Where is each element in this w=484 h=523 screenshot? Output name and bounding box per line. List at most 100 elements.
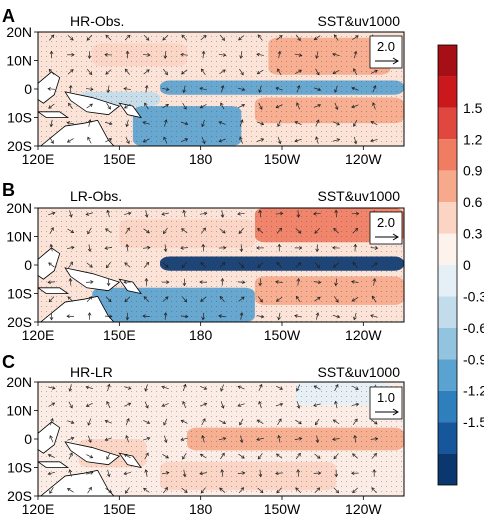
wind-vector [163, 119, 168, 127]
wind-vector [220, 102, 225, 110]
wind-vector [276, 487, 282, 494]
wind-vector [332, 52, 340, 57]
wind-vector [181, 296, 188, 303]
wind-vector [332, 121, 340, 126]
wind-vector [199, 211, 208, 216]
land-coastline [38, 421, 142, 496]
reference-arrow [375, 57, 399, 65]
wind-vector [199, 86, 207, 91]
wind-vector [295, 487, 302, 493]
wind-vector [334, 384, 339, 391]
wind-vector [50, 417, 54, 426]
wind-vector [277, 434, 281, 443]
wind-vector [256, 69, 264, 75]
wind-vector [370, 138, 378, 143]
wind-vector [162, 262, 169, 268]
wind-vector [104, 246, 113, 250]
wind-vector [315, 244, 320, 253]
wind-vector [353, 434, 357, 443]
colorbar-tick-label: 0.9 [463, 163, 483, 179]
wind-vector [372, 295, 377, 303]
wind-vector [180, 419, 188, 424]
colorbar-cell [438, 170, 457, 203]
wind-vector [351, 471, 359, 476]
x-tick-label: 180 [189, 151, 213, 167]
wind-vector [124, 386, 132, 390]
plot-area [38, 208, 404, 322]
x-tick-label: 120W [345, 327, 382, 343]
wind-vector [275, 385, 284, 390]
colorbar-cells [438, 45, 457, 485]
landmass [38, 461, 70, 468]
wind-vector [334, 85, 338, 93]
wind-vector [296, 401, 301, 409]
wind-vector [87, 136, 92, 144]
wind-vector [125, 435, 129, 443]
x-tick-label: 150E [103, 151, 136, 167]
wind-vector [333, 487, 340, 494]
wind-vector [275, 86, 283, 91]
wind-vector [333, 453, 339, 460]
wind-vector [67, 35, 74, 41]
wind-vector [276, 261, 282, 268]
panel-title: HR-Obs. [70, 13, 124, 29]
wind-vector [85, 280, 94, 284]
wind-vector [352, 227, 359, 234]
wind-vector [352, 418, 358, 425]
panel-subtitle: SST&uv1000 [318, 364, 401, 380]
wind-vector [294, 314, 302, 318]
wind-vector [162, 227, 168, 235]
wind-vector [106, 469, 111, 478]
colorbar-tick-label: -1.5 [463, 414, 484, 430]
wind-vector [48, 402, 56, 407]
wind-vector [68, 401, 73, 409]
x-tick-label: 180 [189, 501, 213, 517]
wind-vector [181, 69, 188, 75]
wind-vector [296, 384, 301, 392]
wind-vector [67, 296, 74, 302]
wind-vector [334, 469, 339, 478]
wind-vector [351, 402, 360, 407]
wind-vector [182, 102, 187, 110]
reference-vector-label: 1.0 [377, 390, 395, 405]
wind-vector [85, 212, 93, 216]
reference-vector-box [369, 386, 403, 420]
colorbar: 1.5 1.2 0.9 0.6 0.3 0 -0.3 -0.6 -0.9 -1.2 -1.5 [437, 44, 484, 486]
wind-vectors [47, 34, 379, 145]
colorbar-cell [438, 296, 457, 328]
reference-vector-label: 2.0 [377, 215, 395, 230]
colorbar-tick-label: 0.3 [463, 226, 483, 242]
wind-vector [85, 402, 93, 407]
wind-vector [49, 50, 54, 59]
wind-vector [68, 102, 73, 110]
wind-vector [125, 243, 130, 252]
wind-vector [314, 453, 321, 459]
wind-vector [372, 102, 376, 110]
colorbar-tick-label: -1.2 [463, 383, 484, 399]
wind-vector [104, 52, 112, 57]
wind-vector [161, 403, 169, 407]
wind-vector [48, 103, 55, 109]
wind-vector [371, 262, 378, 268]
y-tick-label: 10N [6, 229, 32, 245]
wind-vector [351, 280, 359, 284]
wind-vector [144, 277, 149, 286]
wind-vector [370, 314, 378, 318]
wind-vector [180, 246, 188, 250]
wind-vector [200, 227, 206, 234]
colorbar-tick-label: -0.9 [463, 351, 484, 367]
wind-vector [86, 454, 94, 459]
wind-vector [162, 35, 169, 41]
wind-vector [257, 453, 263, 460]
wind-vector [162, 296, 169, 302]
wind-vector [107, 383, 111, 392]
y-tick-label: 0 [24, 81, 32, 97]
plot-area [38, 32, 404, 146]
wind-vector [49, 243, 54, 252]
wind-vector [256, 121, 265, 126]
wind-vector [144, 469, 149, 477]
wind-vector [182, 383, 187, 392]
wind-vector [256, 419, 264, 424]
wind-vector [200, 487, 206, 494]
x-tick-label: 120W [345, 501, 382, 517]
